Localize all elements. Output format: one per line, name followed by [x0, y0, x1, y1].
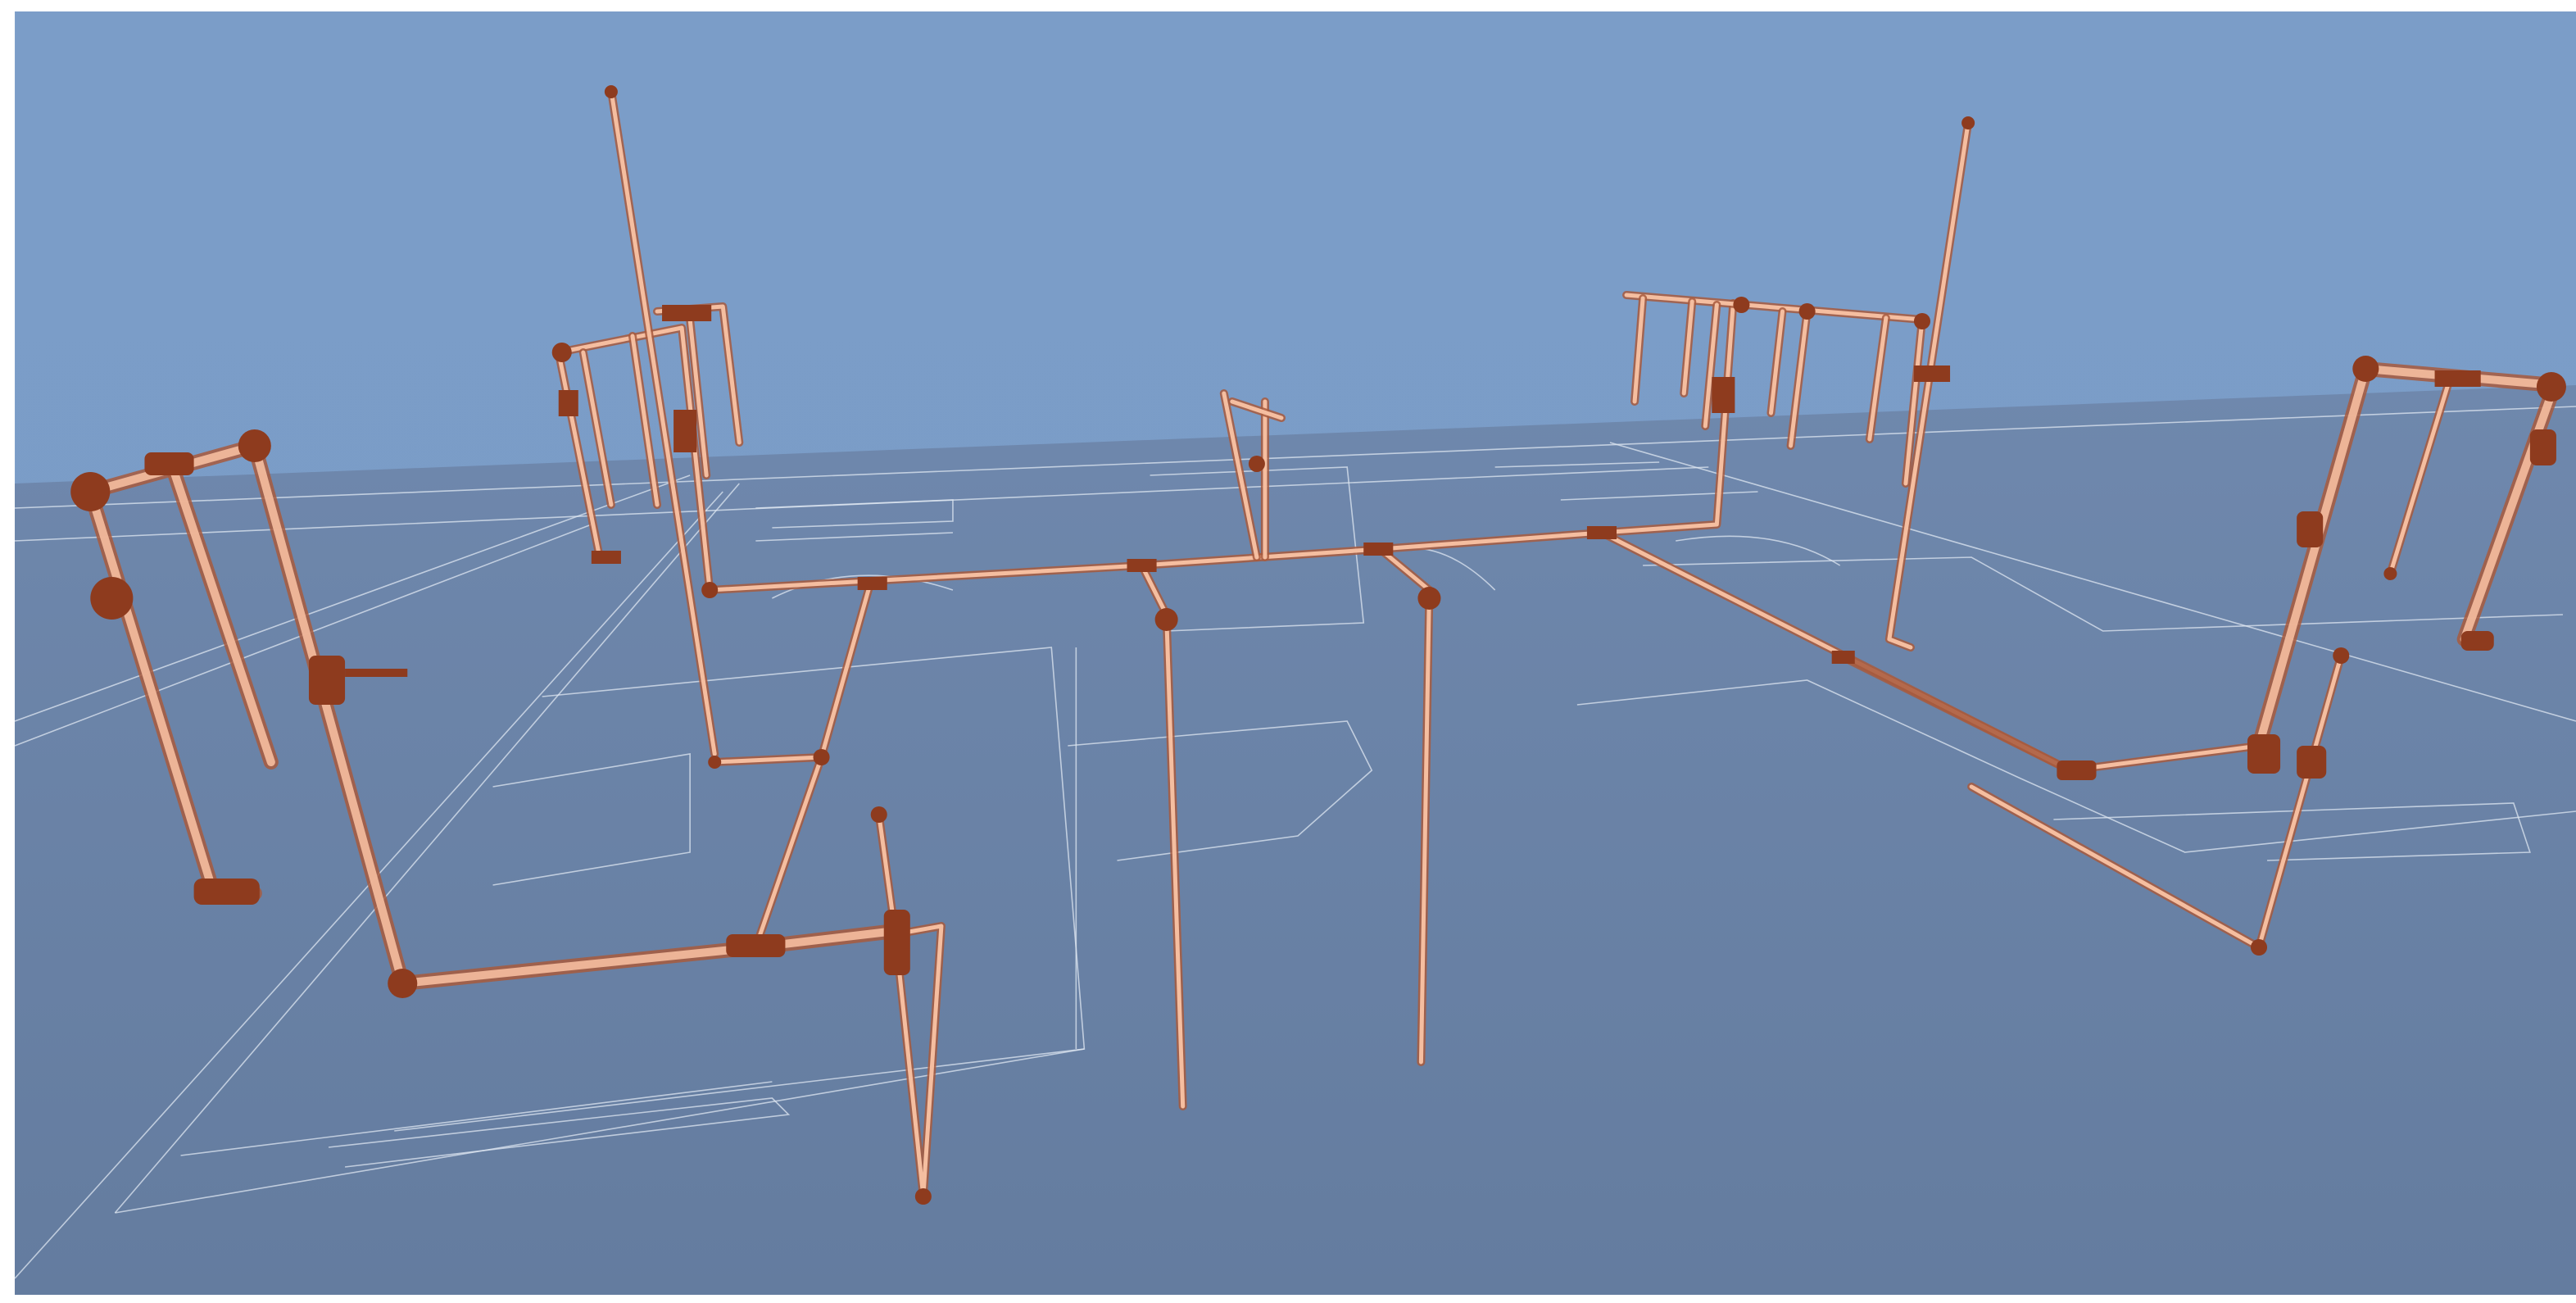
pipe-run	[554, 86, 1738, 951]
piping	[70, 85, 2566, 1205]
floor	[15, 385, 2576, 1295]
floor-plan	[14, 406, 2576, 1279]
fittings	[70, 85, 2566, 1205]
